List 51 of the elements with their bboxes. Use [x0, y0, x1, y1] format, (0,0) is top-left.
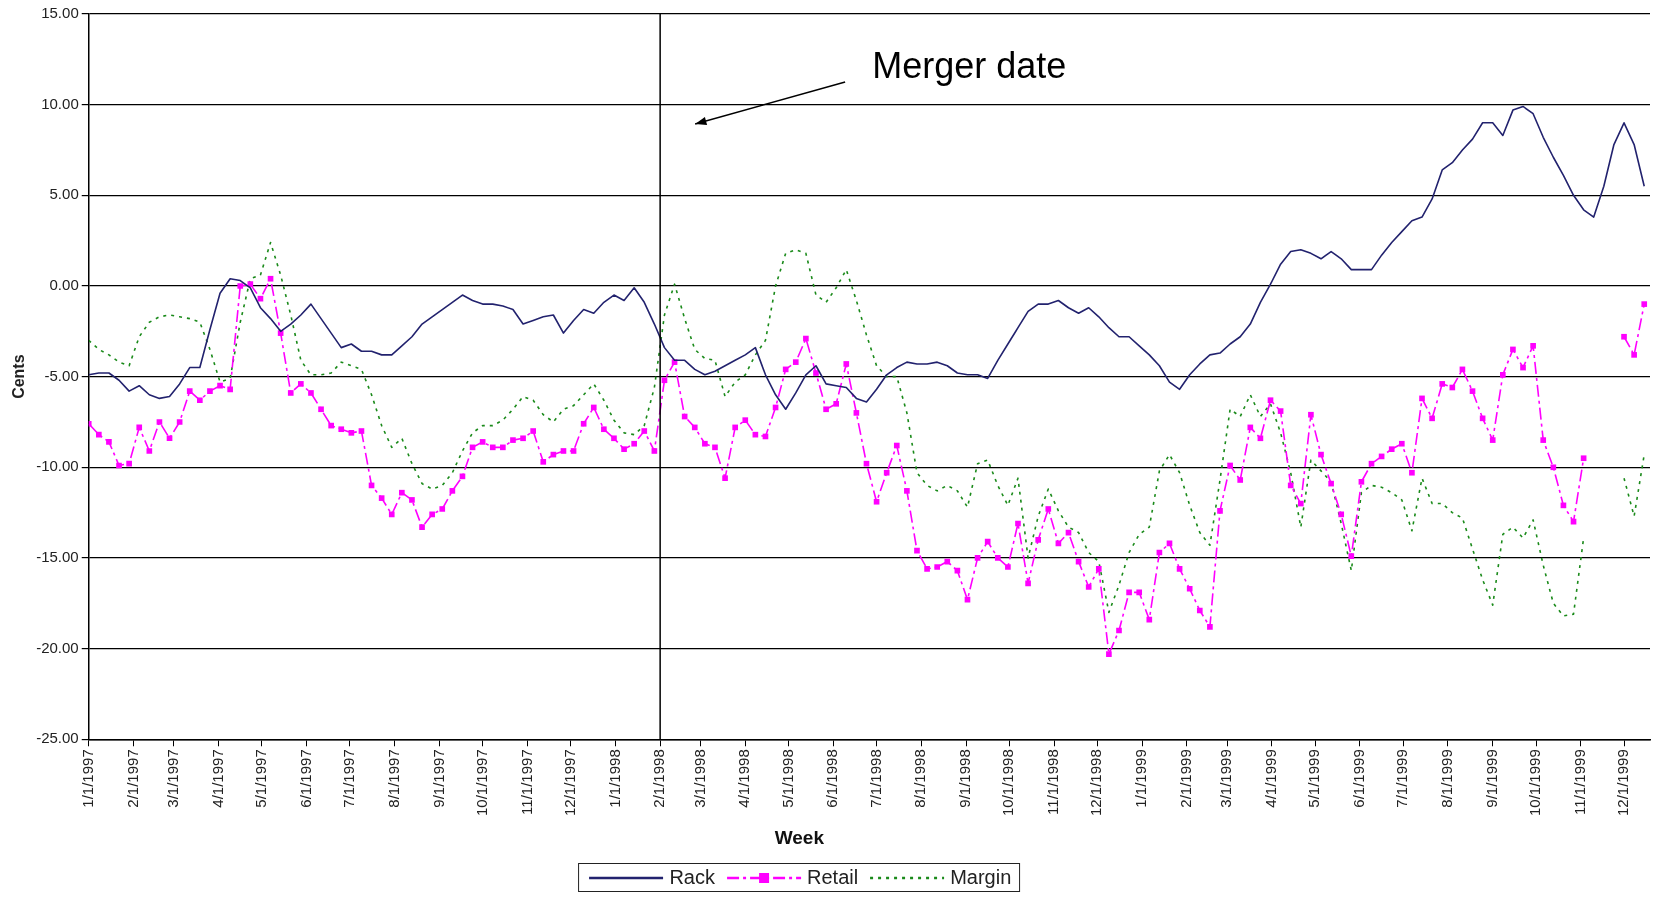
y-tick-label: -5.00 [44, 366, 79, 384]
x-tick-label: 6/1/1997 [296, 749, 314, 808]
x-tick-label: 7/1/1999 [1393, 749, 1411, 808]
x-tick-label: 10/1/1997 [472, 749, 490, 816]
y-tick-label: 10.00 [41, 94, 79, 112]
x-tick-label: 10/1/1999 [1526, 749, 1544, 816]
x-tick-label: 11/1/1999 [1570, 749, 1588, 815]
x-tick-label: 6/1/1999 [1350, 749, 1368, 808]
legend-label: Retail [807, 866, 859, 889]
annotation: Merger date [872, 44, 1067, 86]
x-tick-label: 3/1/1998 [690, 749, 708, 808]
x-axis-title: Week [774, 827, 825, 849]
y-tick-label: 15.00 [41, 4, 79, 22]
x-tick-label: 1/1/1997 [78, 749, 96, 808]
x-tick-label: 11/1/1997 [517, 749, 535, 815]
y-tick-label: -15.00 [36, 548, 79, 566]
x-tick-label: 1/1/1999 [1132, 749, 1150, 808]
x-tick-label: 2/1/1999 [1176, 749, 1194, 808]
x-tick-label: 7/1/1997 [340, 749, 358, 808]
x-tick-label: 8/1/1997 [384, 749, 402, 808]
x-tick-label: 12/1/1999 [1614, 749, 1632, 816]
y-tick-label: 0.00 [49, 276, 79, 294]
x-tick-label: 6/1/1998 [823, 749, 841, 808]
y-tick-label: -20.00 [36, 638, 79, 656]
x-tick-label: 2/1/1997 [123, 749, 141, 808]
x-tick-label: 8/1/1999 [1438, 749, 1456, 808]
x-tick-label: 3/1/1999 [1217, 749, 1235, 808]
y-tick-label: 5.00 [49, 185, 79, 203]
x-tick-label: 1/1/1998 [605, 749, 623, 808]
x-tick-label: 2/1/1998 [650, 749, 668, 808]
x-tick-label: 5/1/1999 [1305, 749, 1323, 808]
x-tick-label: 5/1/1997 [252, 749, 270, 808]
x-tick-label: 9/1/1998 [956, 749, 974, 808]
legend-label: Margin [950, 866, 1012, 889]
x-tick-label: 5/1/1998 [778, 749, 796, 808]
x-tick-label: 7/1/1998 [866, 749, 884, 808]
x-tick-label: 4/1/1999 [1262, 749, 1280, 808]
x-tick-label: 9/1/1999 [1482, 749, 1500, 808]
x-tick-label: 11/1/1998 [1044, 749, 1062, 815]
x-tick-label: 12/1/1997 [560, 749, 578, 816]
x-tick-label: 8/1/1998 [911, 749, 929, 808]
x-tick-label: 3/1/1997 [164, 749, 182, 808]
x-tick-label: 12/1/1998 [1087, 749, 1105, 816]
x-tick-label: 4/1/1997 [208, 749, 226, 808]
x-tick-label: 9/1/1997 [429, 749, 447, 808]
y-axis-title: Cents [10, 354, 28, 399]
y-tick-label: -10.00 [36, 457, 79, 475]
y-tick-label: -25.00 [36, 729, 79, 747]
x-tick-label: 10/1/1998 [999, 749, 1017, 816]
legend-label: Rack [669, 866, 716, 889]
x-tick-label: 4/1/1998 [735, 749, 753, 808]
